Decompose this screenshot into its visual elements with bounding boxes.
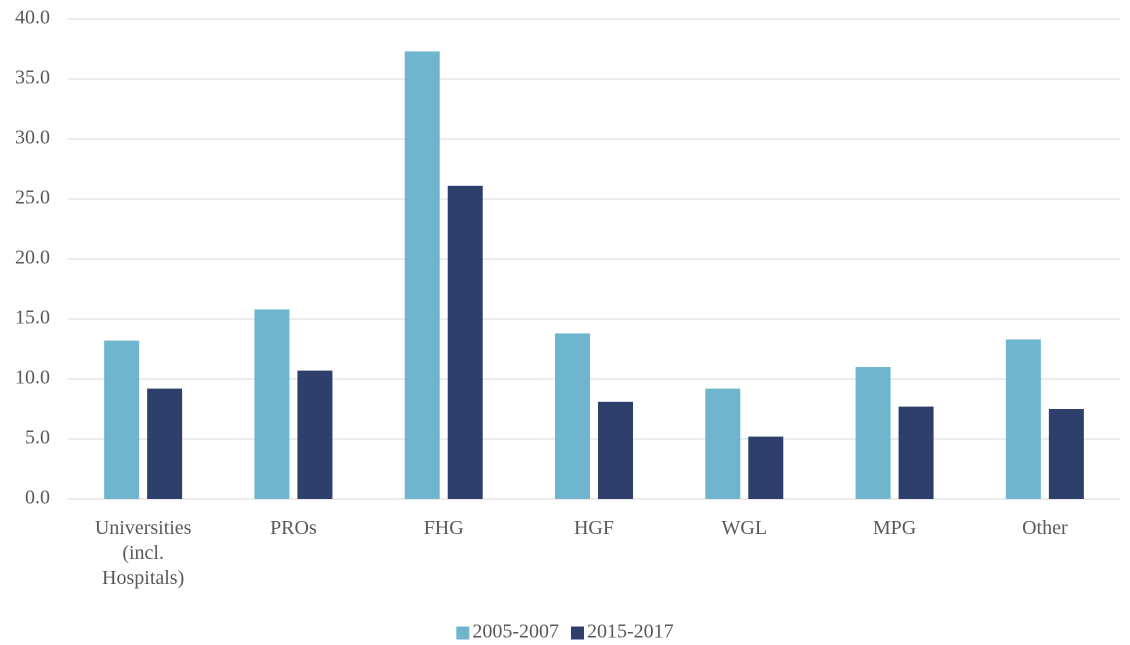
bar [1005,339,1041,499]
y-tick-label: 30.0 [15,127,50,149]
legend-swatch [571,626,584,640]
x-tick-label: Universities (incl. Hospitals) [94,517,192,589]
bar [104,340,140,499]
y-tick-label: 0.0 [25,487,50,509]
y-tick-label: 5.0 [25,427,50,449]
x-tick-label: Other [1022,517,1068,539]
bar [748,436,784,499]
legend-swatch [456,626,470,640]
bar [1048,409,1084,499]
bar [855,367,891,499]
x-tick-label: FHG [423,517,464,539]
legend-label: 2005-2007 [472,621,559,643]
y-tick-label: 35.0 [15,67,50,89]
bar [898,406,934,499]
y-tick-label: 10.0 [15,367,50,389]
bar [598,401,633,499]
bar [404,51,440,500]
y-tick-label: 20.0 [15,247,50,269]
y-tick-label: 25.0 [15,187,50,209]
bar [147,388,183,499]
y-tick-label: 15.0 [15,307,50,329]
legend-label: 2015-2017 [587,621,674,643]
bar [447,185,483,500]
bar [705,388,741,499]
bar [555,333,590,499]
x-tick-label: WGL [721,517,768,539]
bar [254,309,290,499]
x-tick-label: MPG [872,517,917,539]
x-tick-label: PROs [270,517,317,539]
y-tick-label: 40.0 [15,7,50,29]
bar [297,370,333,499]
x-tick-label: HGF [573,517,614,539]
